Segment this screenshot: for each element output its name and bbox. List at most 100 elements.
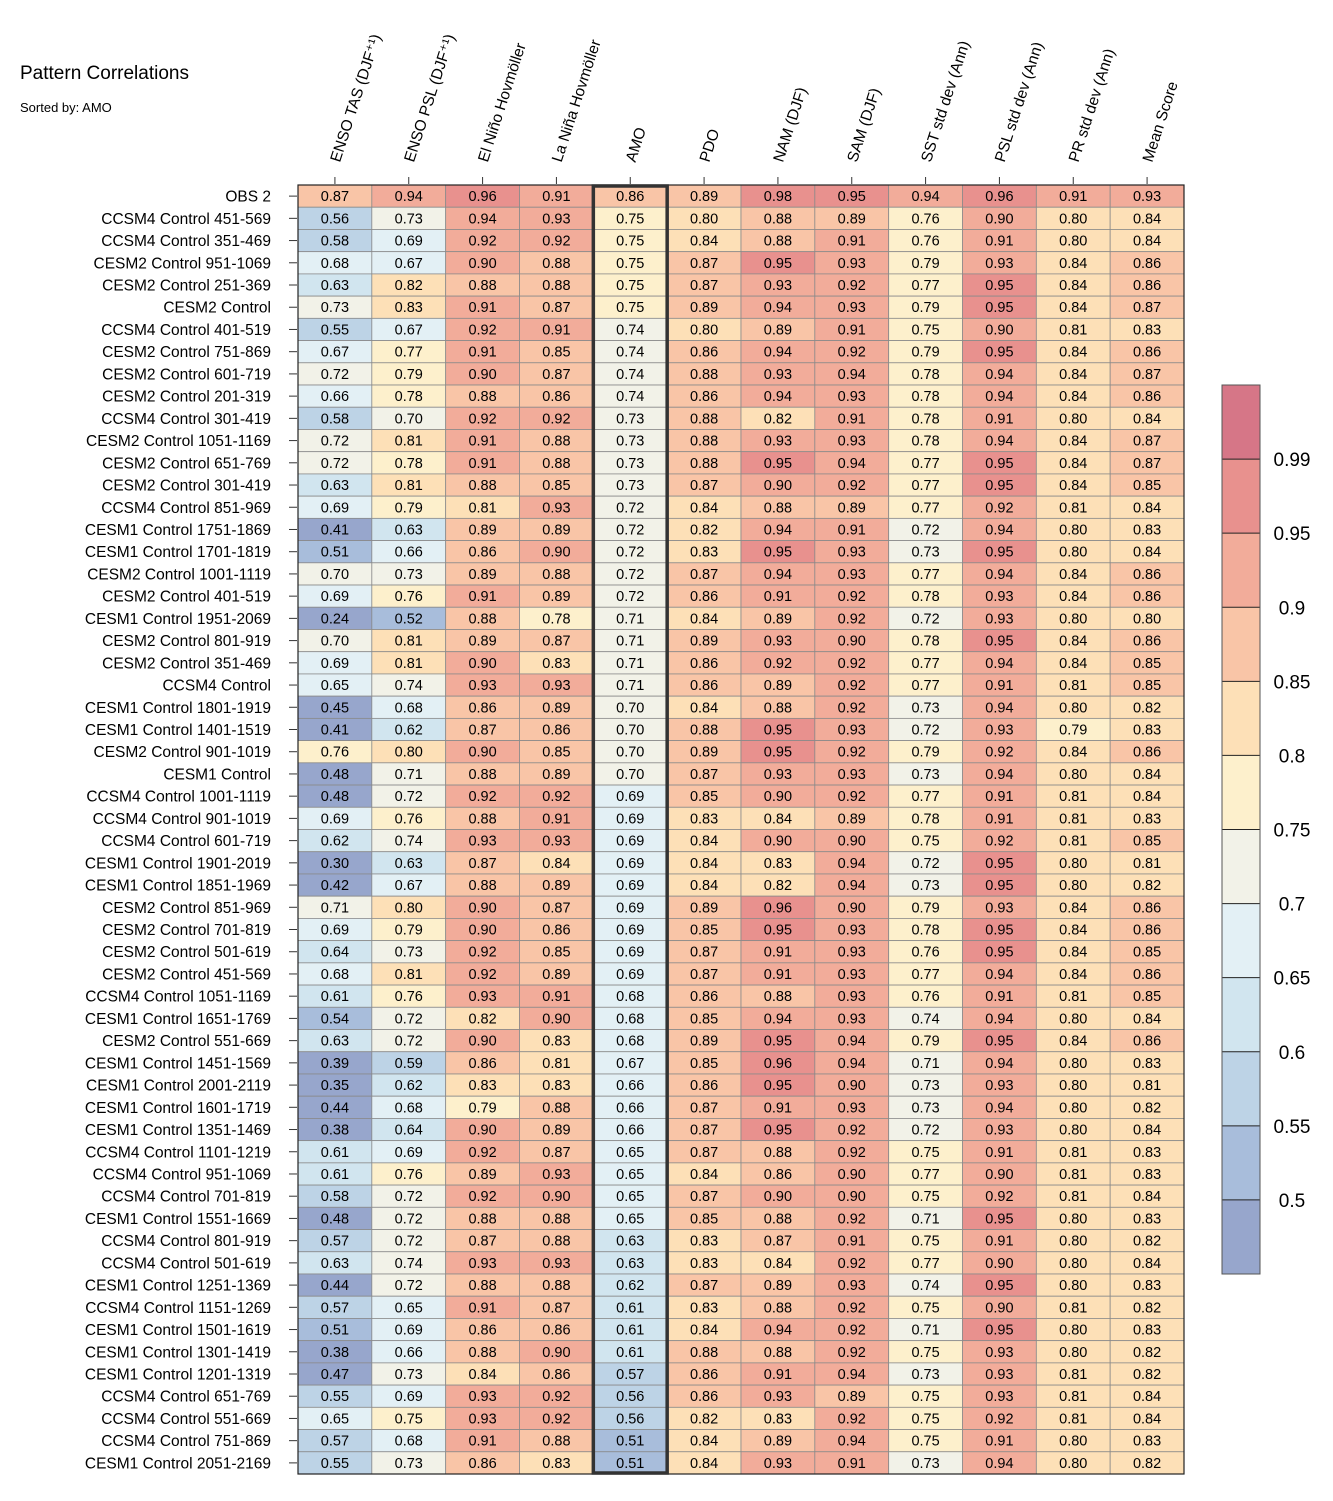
cell-value: 0.84 — [1059, 389, 1087, 405]
cell-value: 0.63 — [321, 1256, 349, 1272]
row-label: CESM1 Control 1851-1969 — [85, 878, 271, 895]
cell-value: 0.79 — [468, 1100, 496, 1116]
cell-value: 0.75 — [911, 834, 939, 850]
cell-value: 0.87 — [764, 1234, 792, 1250]
cell-value: 0.88 — [542, 567, 570, 583]
cell-value: 0.86 — [764, 1167, 792, 1183]
cell-value: 0.78 — [395, 456, 423, 472]
cell-value: 0.83 — [395, 300, 423, 316]
cell-value: 0.78 — [911, 811, 939, 827]
row-label: CESM1 Control 1351-1469 — [85, 1122, 271, 1139]
cell-value: 0.93 — [468, 1411, 496, 1427]
cell-value: 0.85 — [690, 1211, 718, 1227]
cell-value: 0.80 — [1059, 1456, 1087, 1472]
cell-value: 0.73 — [616, 434, 644, 450]
cell-value: 0.93 — [838, 1100, 866, 1116]
cell-value: 0.91 — [985, 789, 1013, 805]
cell-value: 0.87 — [1133, 456, 1161, 472]
cell-value: 0.80 — [1059, 1278, 1087, 1294]
cell-value: 0.61 — [616, 1300, 644, 1316]
cell-value: 0.64 — [321, 945, 349, 961]
cell-value: 0.70 — [616, 745, 644, 761]
cell-value: 0.84 — [1059, 967, 1087, 983]
cell-value: 0.87 — [690, 278, 718, 294]
cell-value: 0.75 — [911, 322, 939, 338]
cell-value: 0.81 — [1059, 1389, 1087, 1405]
cell-value: 0.80 — [1059, 767, 1087, 783]
cell-value: 0.65 — [321, 678, 349, 694]
cell-value: 0.86 — [1133, 589, 1161, 605]
cell-value: 0.88 — [690, 411, 718, 427]
cell-value: 0.65 — [395, 1300, 423, 1316]
cell-value: 0.82 — [764, 878, 792, 894]
cell-value: 0.91 — [468, 345, 496, 361]
cell-value: 0.83 — [1133, 1278, 1161, 1294]
cell-value: 0.73 — [395, 567, 423, 583]
row-label: CESM2 Control 401-519 — [102, 589, 271, 606]
cell-value: 0.89 — [764, 1434, 792, 1450]
cell-value: 0.89 — [690, 900, 718, 916]
row-label: CCSM4 Control 1101-1219 — [85, 1144, 271, 1161]
cell-value: 0.77 — [911, 1167, 939, 1183]
cell-value: 0.88 — [542, 456, 570, 472]
cell-value: 0.83 — [468, 1078, 496, 1094]
cell-value: 0.94 — [985, 700, 1013, 716]
cell-value: 0.84 — [690, 1323, 718, 1339]
cell-value: 0.72 — [395, 789, 423, 805]
cell-value: 0.70 — [395, 411, 423, 427]
cell-value: 0.77 — [911, 456, 939, 472]
cell-value: 0.79 — [911, 900, 939, 916]
column-label-psl-std-dev-ann: PSL std dev (Ann) — [992, 40, 1047, 164]
cell-value: 0.35 — [321, 1078, 349, 1094]
cell-value: 0.82 — [1133, 1300, 1161, 1316]
cell-value: 0.95 — [764, 456, 792, 472]
cell-value: 0.51 — [616, 1456, 644, 1472]
cell-value: 0.79 — [1059, 722, 1087, 738]
cell-value: 0.72 — [616, 522, 644, 538]
row-label: CESM2 Control 701-819 — [102, 922, 271, 939]
row-label: CESM1 Control 1551-1669 — [85, 1211, 271, 1228]
cell-value: 0.86 — [468, 545, 496, 561]
cell-value: 0.41 — [321, 522, 349, 538]
cell-value: 0.88 — [764, 211, 792, 227]
cell-value: 0.93 — [838, 989, 866, 1005]
cell-value: 0.89 — [764, 1278, 792, 1294]
cell-value: 0.77 — [911, 278, 939, 294]
cell-value: 0.59 — [395, 1056, 423, 1072]
cell-value: 0.89 — [542, 700, 570, 716]
cell-value: 0.93 — [838, 545, 866, 561]
cell-value: 0.84 — [1133, 1256, 1161, 1272]
cell-value: 0.91 — [985, 678, 1013, 694]
cell-value: 0.92 — [985, 1189, 1013, 1205]
cell-value: 0.82 — [1133, 1345, 1161, 1361]
cell-value: 0.88 — [542, 1211, 570, 1227]
cell-value: 0.63 — [616, 1234, 644, 1250]
cell-value: 0.81 — [1059, 322, 1087, 338]
cell-value: 0.90 — [542, 1011, 570, 1027]
cell-value: 0.94 — [985, 967, 1013, 983]
cell-value: 0.93 — [838, 389, 866, 405]
cell-value: 0.83 — [1133, 322, 1161, 338]
cell-value: 0.96 — [764, 900, 792, 916]
cell-value: 0.72 — [321, 367, 349, 383]
row-label: CCSM4 Control 301-419 — [101, 411, 271, 428]
cell-value: 0.71 — [395, 767, 423, 783]
colorbar-tick-label: 0.99 — [1274, 450, 1311, 471]
cell-value: 0.83 — [690, 545, 718, 561]
cell-value: 0.80 — [1059, 611, 1087, 627]
cell-value: 0.88 — [690, 722, 718, 738]
cell-value: 0.93 — [764, 278, 792, 294]
cell-value: 0.71 — [911, 1056, 939, 1072]
cell-value: 0.73 — [911, 1367, 939, 1383]
cell-value: 0.88 — [764, 989, 792, 1005]
cell-value: 0.75 — [911, 1411, 939, 1427]
cell-value: 0.93 — [838, 1011, 866, 1027]
cell-value: 0.58 — [321, 1189, 349, 1205]
cell-value: 0.75 — [395, 1411, 423, 1427]
cell-value: 0.89 — [542, 1123, 570, 1139]
cell-value: 0.93 — [764, 1456, 792, 1472]
cell-value: 0.94 — [985, 1456, 1013, 1472]
cell-value: 0.90 — [764, 789, 792, 805]
cell-value: 0.44 — [321, 1278, 349, 1294]
cell-value: 0.93 — [1133, 189, 1161, 205]
